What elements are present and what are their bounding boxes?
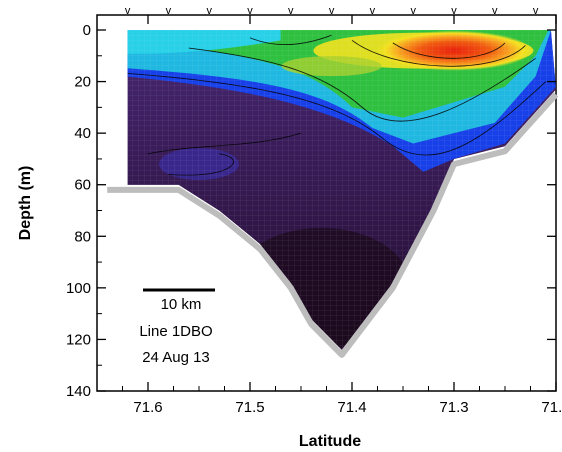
station-marker: v bbox=[288, 5, 294, 17]
y-axis: 0 20 40 60 80 100 120 140 bbox=[66, 22, 556, 400]
y-tick-label: 0 bbox=[83, 22, 91, 39]
line-label: Line 1DBO bbox=[139, 323, 212, 340]
y-axis-title: Depth (m) bbox=[17, 166, 34, 241]
station-marker: v bbox=[206, 5, 212, 17]
station-marker: v bbox=[125, 5, 131, 17]
station-marker: v bbox=[451, 5, 457, 17]
y-tick-label: 80 bbox=[74, 228, 91, 245]
y-tick-label: 140 bbox=[66, 383, 91, 400]
station-marker: v bbox=[410, 5, 416, 17]
x-tick-label: 71.4 bbox=[337, 399, 366, 416]
x-tick-label: 71.5 bbox=[235, 399, 264, 416]
station-marker: v bbox=[492, 5, 498, 17]
station-marker: v bbox=[329, 5, 335, 17]
x-tick-label: 71.3 bbox=[439, 399, 468, 416]
y-tick-label: 40 bbox=[74, 125, 91, 142]
bottom-profile-line bbox=[107, 92, 559, 358]
y-tick-label: 120 bbox=[66, 331, 91, 348]
y-tick-label: 60 bbox=[74, 177, 91, 194]
station-marker: v bbox=[247, 5, 253, 17]
x-axis: 71.6 71.5 71.4 71.3 71.2 bbox=[122, 15, 562, 416]
y-tick-label: 100 bbox=[66, 280, 91, 297]
x-tick-label: 71.2 bbox=[541, 399, 562, 416]
x-axis-title: Latitude bbox=[299, 433, 361, 450]
y-tick-label: 20 bbox=[74, 74, 91, 91]
scale-bar-label: 10 km bbox=[161, 296, 202, 313]
station-marker: v bbox=[166, 5, 172, 17]
x-tick-label: 71.6 bbox=[133, 399, 162, 416]
station-marker: v bbox=[533, 5, 539, 17]
station-marker: v bbox=[370, 5, 376, 17]
date-label: 24 Aug 13 bbox=[142, 349, 210, 366]
